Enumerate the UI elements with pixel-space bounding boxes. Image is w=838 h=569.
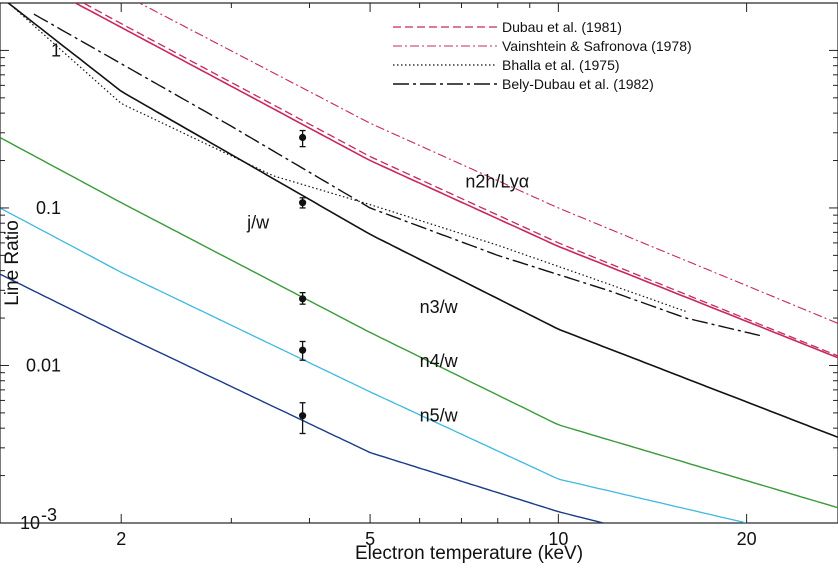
x-tick-label: 5 xyxy=(365,529,375,549)
series-line-7 xyxy=(0,136,838,509)
measurement-point-5 xyxy=(299,402,307,435)
series-line-8 xyxy=(0,207,747,523)
curve-label-layer: n2h/Lyα j/w n3/w n4/w n5/w xyxy=(246,171,529,425)
y-tick-label: 0.1 xyxy=(36,198,61,218)
legend-label: Dubau et al. (1981) xyxy=(502,19,622,35)
curve-label-5: n5/w xyxy=(420,406,459,426)
series-line-9 xyxy=(0,273,604,523)
legend-item-2: Vainshtein & Safronova (1978) xyxy=(393,38,692,54)
y-axis-title: Line Ratio xyxy=(2,220,23,306)
y-tick-exponent: -3 xyxy=(41,505,57,525)
legend-item-3: Bhalla et al. (1975) xyxy=(393,57,620,73)
y-tick-label: 0.01 xyxy=(26,355,61,375)
x-tick-label: 20 xyxy=(737,529,757,549)
y-tick-label: 10 xyxy=(20,513,40,533)
measurement-point-1 xyxy=(299,129,307,148)
series-line-2 xyxy=(138,3,838,324)
plot-frame xyxy=(0,2,838,524)
measurement-point-3 xyxy=(299,291,307,305)
x-tick-label: 10 xyxy=(548,529,568,549)
measurement-layer xyxy=(299,129,307,435)
legend-item-4: Bely-Dubau et al. (1982) xyxy=(393,76,654,92)
series-line-5 xyxy=(73,3,838,359)
measurement-point-4 xyxy=(299,340,307,361)
legend-label: Bely-Dubau et al. (1982) xyxy=(502,76,654,92)
curve-label-3: n3/w xyxy=(420,297,459,317)
measurement-point-2 xyxy=(299,197,307,209)
series-line-3 xyxy=(14,7,687,313)
series-line-4 xyxy=(33,13,761,337)
curve-label-1: n2h/Lyα xyxy=(465,171,529,191)
legend-label: Vainshtein & Safronova (1978) xyxy=(502,38,692,54)
x-axis-title: Electron temperature (keV) xyxy=(355,543,583,564)
legend-label: Bhalla et al. (1975) xyxy=(502,57,620,73)
series-line-6 xyxy=(6,3,838,439)
x-tick-label: 2 xyxy=(116,529,126,549)
legend: Dubau et al. (1981) Vainshtein & Safronov… xyxy=(393,19,692,92)
series-line-1 xyxy=(82,3,838,357)
curve-label-2: j/w xyxy=(246,213,270,233)
legend-item-1: Dubau et al. (1981) xyxy=(393,19,622,35)
series-layer xyxy=(0,3,838,523)
y-tick-label: 1 xyxy=(51,40,61,60)
curve-label-4: n4/w xyxy=(420,351,459,371)
